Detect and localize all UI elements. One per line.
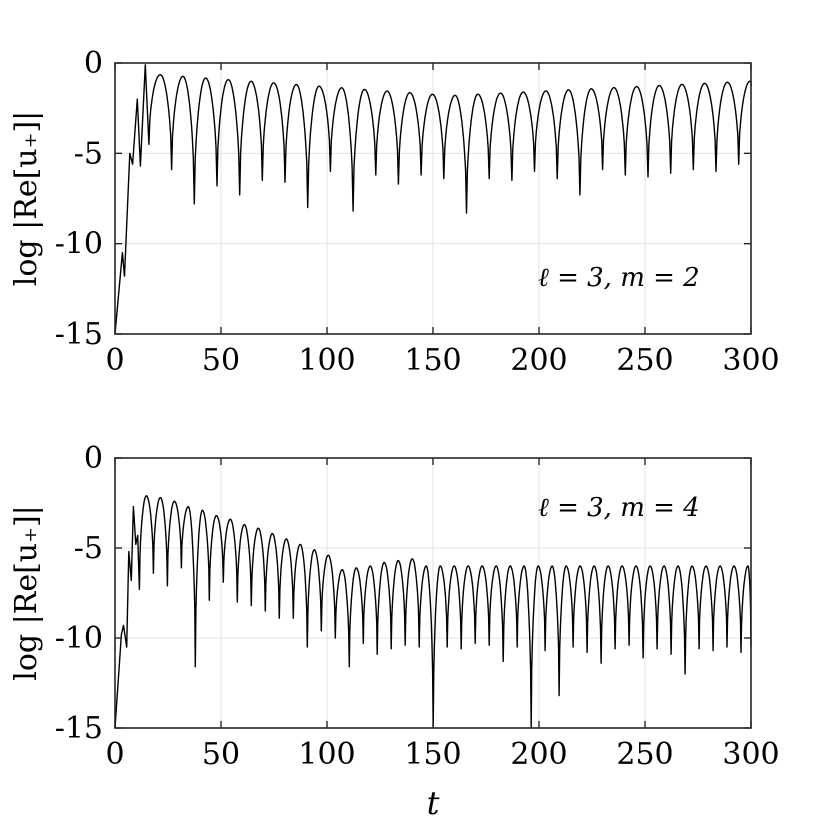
x-tick-label: 200	[510, 737, 567, 772]
x-tick-label: 150	[404, 343, 461, 378]
y-tick-label: -15	[55, 317, 103, 352]
series-line	[114, 64, 752, 335]
x-tick-label: 300	[722, 343, 779, 378]
chart-panel-bottom: 0 50 100 150 200 250 300 0 -5 -10 -15 log |Re[u₊]| t…	[9, 441, 780, 822]
y-axis-label: log |Re[u₊]|	[9, 505, 44, 681]
x-tick-label: 50	[202, 343, 240, 378]
series-line	[114, 495, 752, 729]
y-tick-label: 0	[84, 46, 103, 81]
y-tick-label: -15	[55, 711, 103, 746]
x-tick-label: 100	[298, 343, 355, 378]
y-tick-label: -5	[74, 531, 103, 566]
x-tick-label: 0	[105, 343, 124, 378]
annotation-label: ℓ = 3, m = 2	[538, 263, 700, 293]
y-axis-label: log |Re[u₊]|	[9, 111, 44, 287]
x-tick-label: 250	[616, 737, 673, 772]
y-tick-label: -5	[74, 136, 103, 171]
x-axis-label: t	[427, 784, 440, 822]
y-tick-label: -10	[55, 227, 103, 262]
annotation-label: ℓ = 3, m = 4	[538, 493, 700, 523]
y-tick-label: -10	[55, 621, 103, 656]
y-tick-label: 0	[84, 441, 103, 476]
x-tick-label: 100	[298, 737, 355, 772]
x-tick-label: 150	[404, 737, 461, 772]
x-tick-label: 300	[722, 737, 779, 772]
chart-panel-top: 0 50 100 150 200 250 300 0 -5 -10 -15 log |Re[u₊]| ℓ…	[9, 46, 780, 378]
x-tick-label: 0	[105, 737, 124, 772]
x-tick-label: 50	[202, 737, 240, 772]
x-tick-label: 200	[510, 343, 567, 378]
x-tick-label: 250	[616, 343, 673, 378]
